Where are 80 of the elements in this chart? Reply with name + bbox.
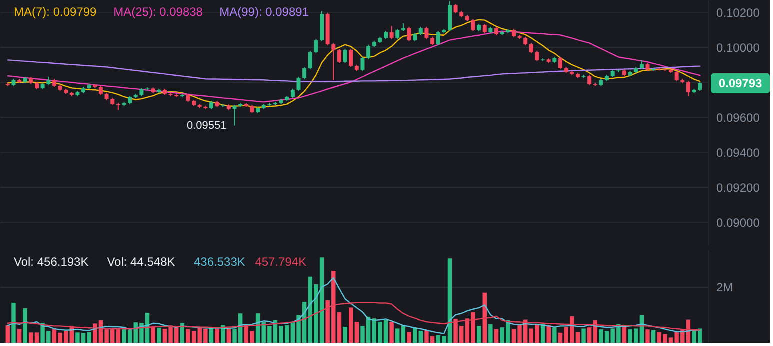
- text: MA(99): 0.09891: [220, 5, 310, 19]
- candlestick: [366, 44, 371, 60]
- candlestick: [349, 48, 354, 68]
- text: 0.09793: [718, 76, 763, 90]
- candlestick: [616, 69, 621, 73]
- annotation: Vol: 456.193K: [14, 255, 89, 269]
- candlestick: [360, 56, 365, 72]
- candlestick: [407, 26, 412, 42]
- candlestick: [390, 26, 394, 40]
- candlestick: [436, 30, 440, 46]
- line-series: [7, 30, 701, 103]
- candlestick: [290, 88, 295, 99]
- y-tick-label: 0.09400: [716, 146, 760, 160]
- candlestick: [535, 50, 540, 62]
- candlestick: [221, 104, 226, 108]
- candlestick: [116, 102, 120, 111]
- y-tick-label: 0.10000: [716, 40, 760, 55]
- bar: [540, 324, 546, 343]
- candlestick: [332, 42, 336, 81]
- candlestick: [482, 24, 487, 34]
- candlestick: [471, 18, 476, 32]
- bar: [587, 328, 592, 343]
- annotation: 0.09551: [186, 120, 227, 132]
- bar: [23, 308, 28, 343]
- candlestick: [232, 104, 237, 126]
- bar: [418, 330, 423, 343]
- bar: [390, 322, 394, 343]
- bar: [646, 330, 650, 343]
- text: 457.794K: [255, 255, 307, 269]
- candlestick: [296, 76, 301, 92]
- bar: [6, 325, 10, 343]
- candlestick: [308, 50, 312, 70]
- bar: [215, 328, 220, 343]
- bar: [576, 332, 580, 343]
- bar: [348, 308, 354, 343]
- bar: [116, 330, 121, 343]
- bar: [412, 328, 418, 343]
- bar: [407, 332, 412, 343]
- candlestick: [529, 42, 534, 54]
- candlestick: [686, 80, 690, 97]
- line-series: [7, 60, 701, 82]
- bar: [157, 328, 162, 343]
- y-tick-label: 0.10200: [716, 6, 760, 20]
- bar: [494, 329, 499, 343]
- bar: [476, 326, 482, 343]
- bar: [354, 322, 360, 343]
- candlestick: [674, 70, 679, 82]
- candlestick: [337, 48, 342, 64]
- candlestick: [314, 38, 318, 54]
- candlestick: [343, 48, 348, 64]
- candlestick: [98, 86, 103, 96]
- candlestick: [558, 56, 562, 70]
- candlestick: [588, 74, 592, 86]
- bar: [226, 328, 232, 343]
- bar: [343, 327, 348, 343]
- y-tick-label: 0.09600: [716, 110, 760, 125]
- bar: [651, 330, 656, 343]
- bar: [582, 328, 586, 343]
- bar: [17, 329, 22, 343]
- candlestick: [396, 28, 400, 40]
- text: 436.533K: [194, 255, 246, 269]
- line-series: [7, 19, 701, 108]
- candlestick: [454, 4, 458, 14]
- candlestick: [640, 60, 644, 70]
- bar: [552, 328, 557, 343]
- candlestick: [424, 26, 429, 40]
- annotation: Vol: 44.548K: [107, 255, 176, 269]
- bar: [151, 327, 156, 343]
- candlestick: [302, 66, 307, 80]
- bar: [401, 325, 406, 343]
- y-tick-label: 2M: [716, 280, 734, 294]
- bar: [488, 324, 493, 343]
- bar: [337, 312, 342, 343]
- bar: [12, 302, 16, 343]
- text: MA(7): 0.09799: [14, 5, 98, 19]
- y-tick-label: 0.09000: [716, 216, 760, 230]
- y-tick-label: 0.09200: [716, 180, 760, 195]
- candlestick: [541, 58, 546, 62]
- bar: [396, 328, 400, 343]
- text: MA(25): 0.09838: [114, 5, 204, 19]
